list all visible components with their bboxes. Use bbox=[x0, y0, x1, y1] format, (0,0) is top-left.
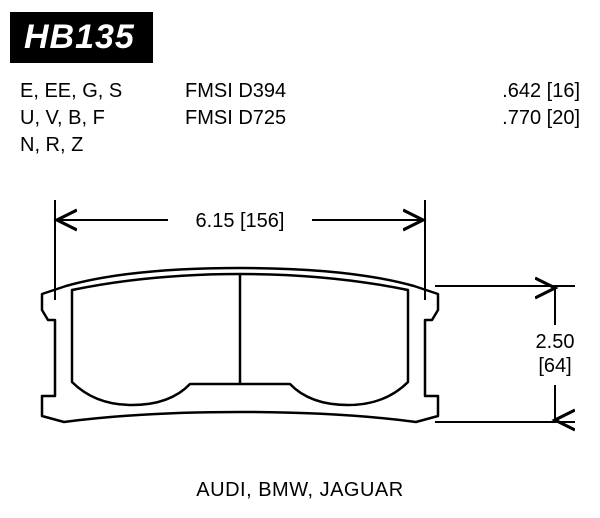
vehicle-brands: AUDI, BMW, JAGUAR bbox=[0, 479, 600, 502]
thickness-values: .642 [16] .770 [20] bbox=[435, 78, 580, 159]
part-number-badge: HB135 bbox=[10, 12, 153, 63]
codes-line-2: U, V, B, F bbox=[20, 105, 185, 132]
fmsi-line-2: FMSI D725 bbox=[185, 105, 435, 132]
codes-line-1: E, EE, G, S bbox=[20, 78, 185, 105]
brake-pad-diagram: 6.15 [156] 2.50 [64] bbox=[0, 190, 600, 450]
part-number: HB135 bbox=[24, 18, 135, 56]
height-dimension: 2.50 [64] bbox=[435, 286, 575, 422]
codes-line-3: N, R, Z bbox=[20, 132, 185, 159]
height-label: 2.50 bbox=[536, 331, 575, 353]
compound-codes: E, EE, G, S U, V, B, F N, R, Z bbox=[20, 78, 185, 159]
thickness-line-1: .642 [16] bbox=[435, 78, 580, 105]
height-mm: [64] bbox=[538, 355, 571, 377]
info-block: E, EE, G, S U, V, B, F N, R, Z FMSI D394… bbox=[20, 78, 580, 159]
fmsi-line-1: FMSI D394 bbox=[185, 78, 435, 105]
fmsi-codes: FMSI D394 FMSI D725 bbox=[185, 78, 435, 159]
brake-pad-shape bbox=[42, 268, 438, 422]
width-label: 6.15 [156] bbox=[196, 210, 285, 232]
thickness-line-2: .770 [20] bbox=[435, 105, 580, 132]
